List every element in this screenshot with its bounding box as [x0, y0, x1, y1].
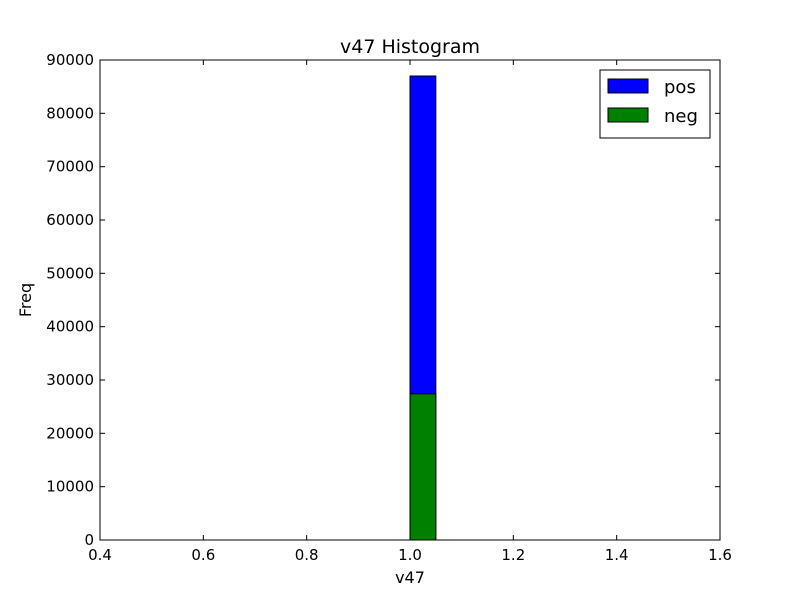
chart-title: v47 Histogram [340, 36, 480, 58]
y-tick-label: 10000 [46, 478, 94, 496]
y-axis: 0 10000 20000 30000 40000 50000 60000 70000 8000… [46, 51, 720, 549]
x-tick-label: 1.2 [501, 546, 525, 564]
x-tick-label: 0.4 [88, 546, 112, 564]
x-tick-label: 1.6 [708, 546, 732, 564]
legend-swatch-neg [607, 107, 649, 123]
y-tick-label: 30000 [46, 371, 94, 389]
x-tick-label: 1.4 [605, 546, 629, 564]
y-tick-label: 60000 [46, 211, 94, 229]
legend-label-pos: pos [664, 77, 696, 98]
x-axis: 0.4 0.6 0.8 1.0 1.2 1.4 1.6 [88, 60, 732, 564]
y-tick-label: 70000 [46, 158, 94, 176]
y-tick-label: 0 [84, 531, 94, 549]
x-tick-label: 0.8 [295, 546, 319, 564]
legend-swatch-pos [607, 78, 649, 94]
x-tick-label: 1.0 [398, 546, 422, 564]
x-tick-label: 0.6 [191, 546, 215, 564]
legend: pos neg [599, 69, 711, 139]
bars-layer [151, 75, 669, 541]
y-axis-label: Freq [16, 283, 35, 317]
y-tick-label: 20000 [46, 424, 94, 442]
y-tick-label: 90000 [46, 51, 94, 69]
x-axis-label: v47 [395, 568, 425, 587]
bar-neg-10 [409, 393, 437, 541]
y-tick-label: 80000 [46, 104, 94, 122]
y-tick-label: 50000 [46, 264, 94, 282]
legend-label-neg: neg [664, 106, 698, 127]
y-tick-label: 40000 [46, 318, 94, 336]
